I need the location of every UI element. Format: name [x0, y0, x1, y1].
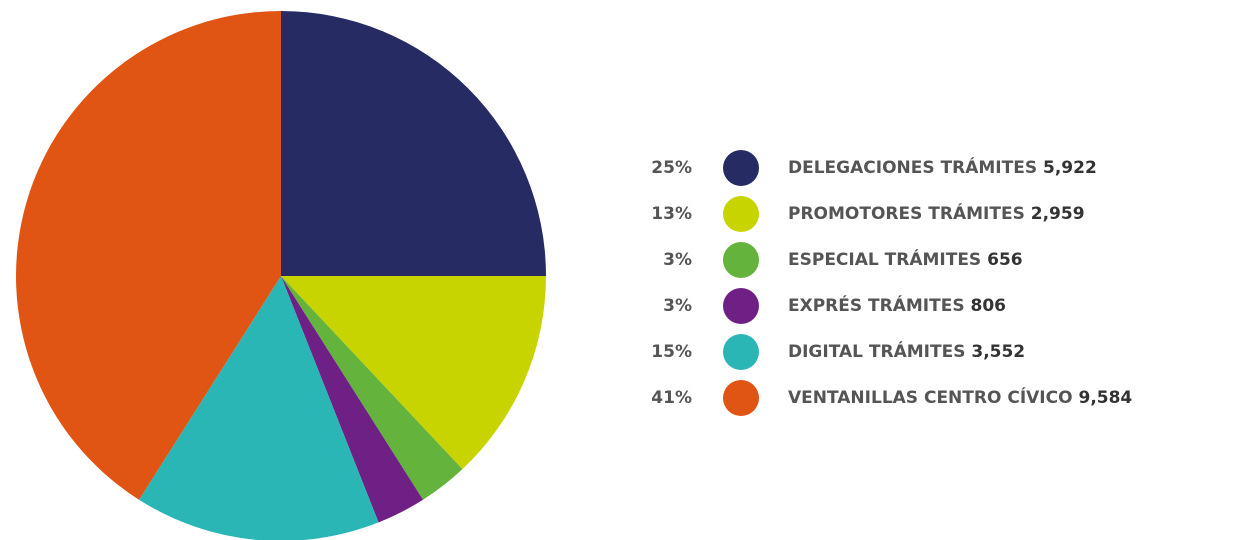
pie-slice — [281, 276, 423, 523]
legend-dot — [723, 196, 759, 232]
legend-count: 2,959 — [1031, 204, 1085, 224]
legend-entry: ESPECIAL TRÁMITES 656 — [788, 248, 1023, 270]
legend-entry: DIGITAL TRÁMITES 3,552 — [788, 340, 1025, 362]
legend-dot — [723, 150, 759, 186]
legend-name: DELEGACIONES TRÁMITES — [788, 156, 1037, 178]
percent-label: 15% — [651, 342, 692, 362]
legend-count: 806 — [971, 296, 1007, 316]
legend-dot — [723, 288, 759, 324]
percent-label: 13% — [651, 204, 692, 224]
pie-slice — [16, 10, 281, 500]
legend-count: 3,552 — [971, 342, 1025, 362]
legend-dot — [723, 242, 759, 278]
percent-label: 25% — [651, 158, 692, 178]
legend-count: 9,584 — [1078, 388, 1132, 408]
percent-label: 3% — [663, 250, 692, 270]
legend-dot — [723, 334, 759, 370]
legend-count: 5,922 — [1043, 158, 1097, 178]
pie-slice — [281, 276, 463, 500]
legend-name: EXPRÉS TRÁMITES — [788, 294, 965, 316]
legend-entry: VENTANILLAS CENTRO CÍVICO 9,584 — [788, 386, 1132, 408]
pie-slice — [139, 276, 379, 540]
legend-count: 656 — [987, 250, 1023, 270]
percent-label: 3% — [663, 296, 692, 316]
pie-slice — [281, 11, 546, 276]
legend-entry: DELEGACIONES TRÁMITES 5,922 — [788, 156, 1097, 178]
legend-entry: PROMOTORES TRÁMITES 2,959 — [788, 202, 1085, 224]
percent-label: 41% — [651, 388, 692, 408]
legend-name: VENTANILLAS CENTRO CÍVICO — [788, 386, 1073, 408]
legend-name: PROMOTORES TRÁMITES — [788, 202, 1025, 224]
legend-entry: EXPRÉS TRÁMITES 806 — [788, 294, 1006, 316]
legend-dot — [723, 380, 759, 416]
legend-name: DIGITAL TRÁMITES — [788, 340, 965, 362]
pie-slice — [281, 276, 546, 470]
legend-name: ESPECIAL TRÁMITES — [788, 248, 981, 270]
